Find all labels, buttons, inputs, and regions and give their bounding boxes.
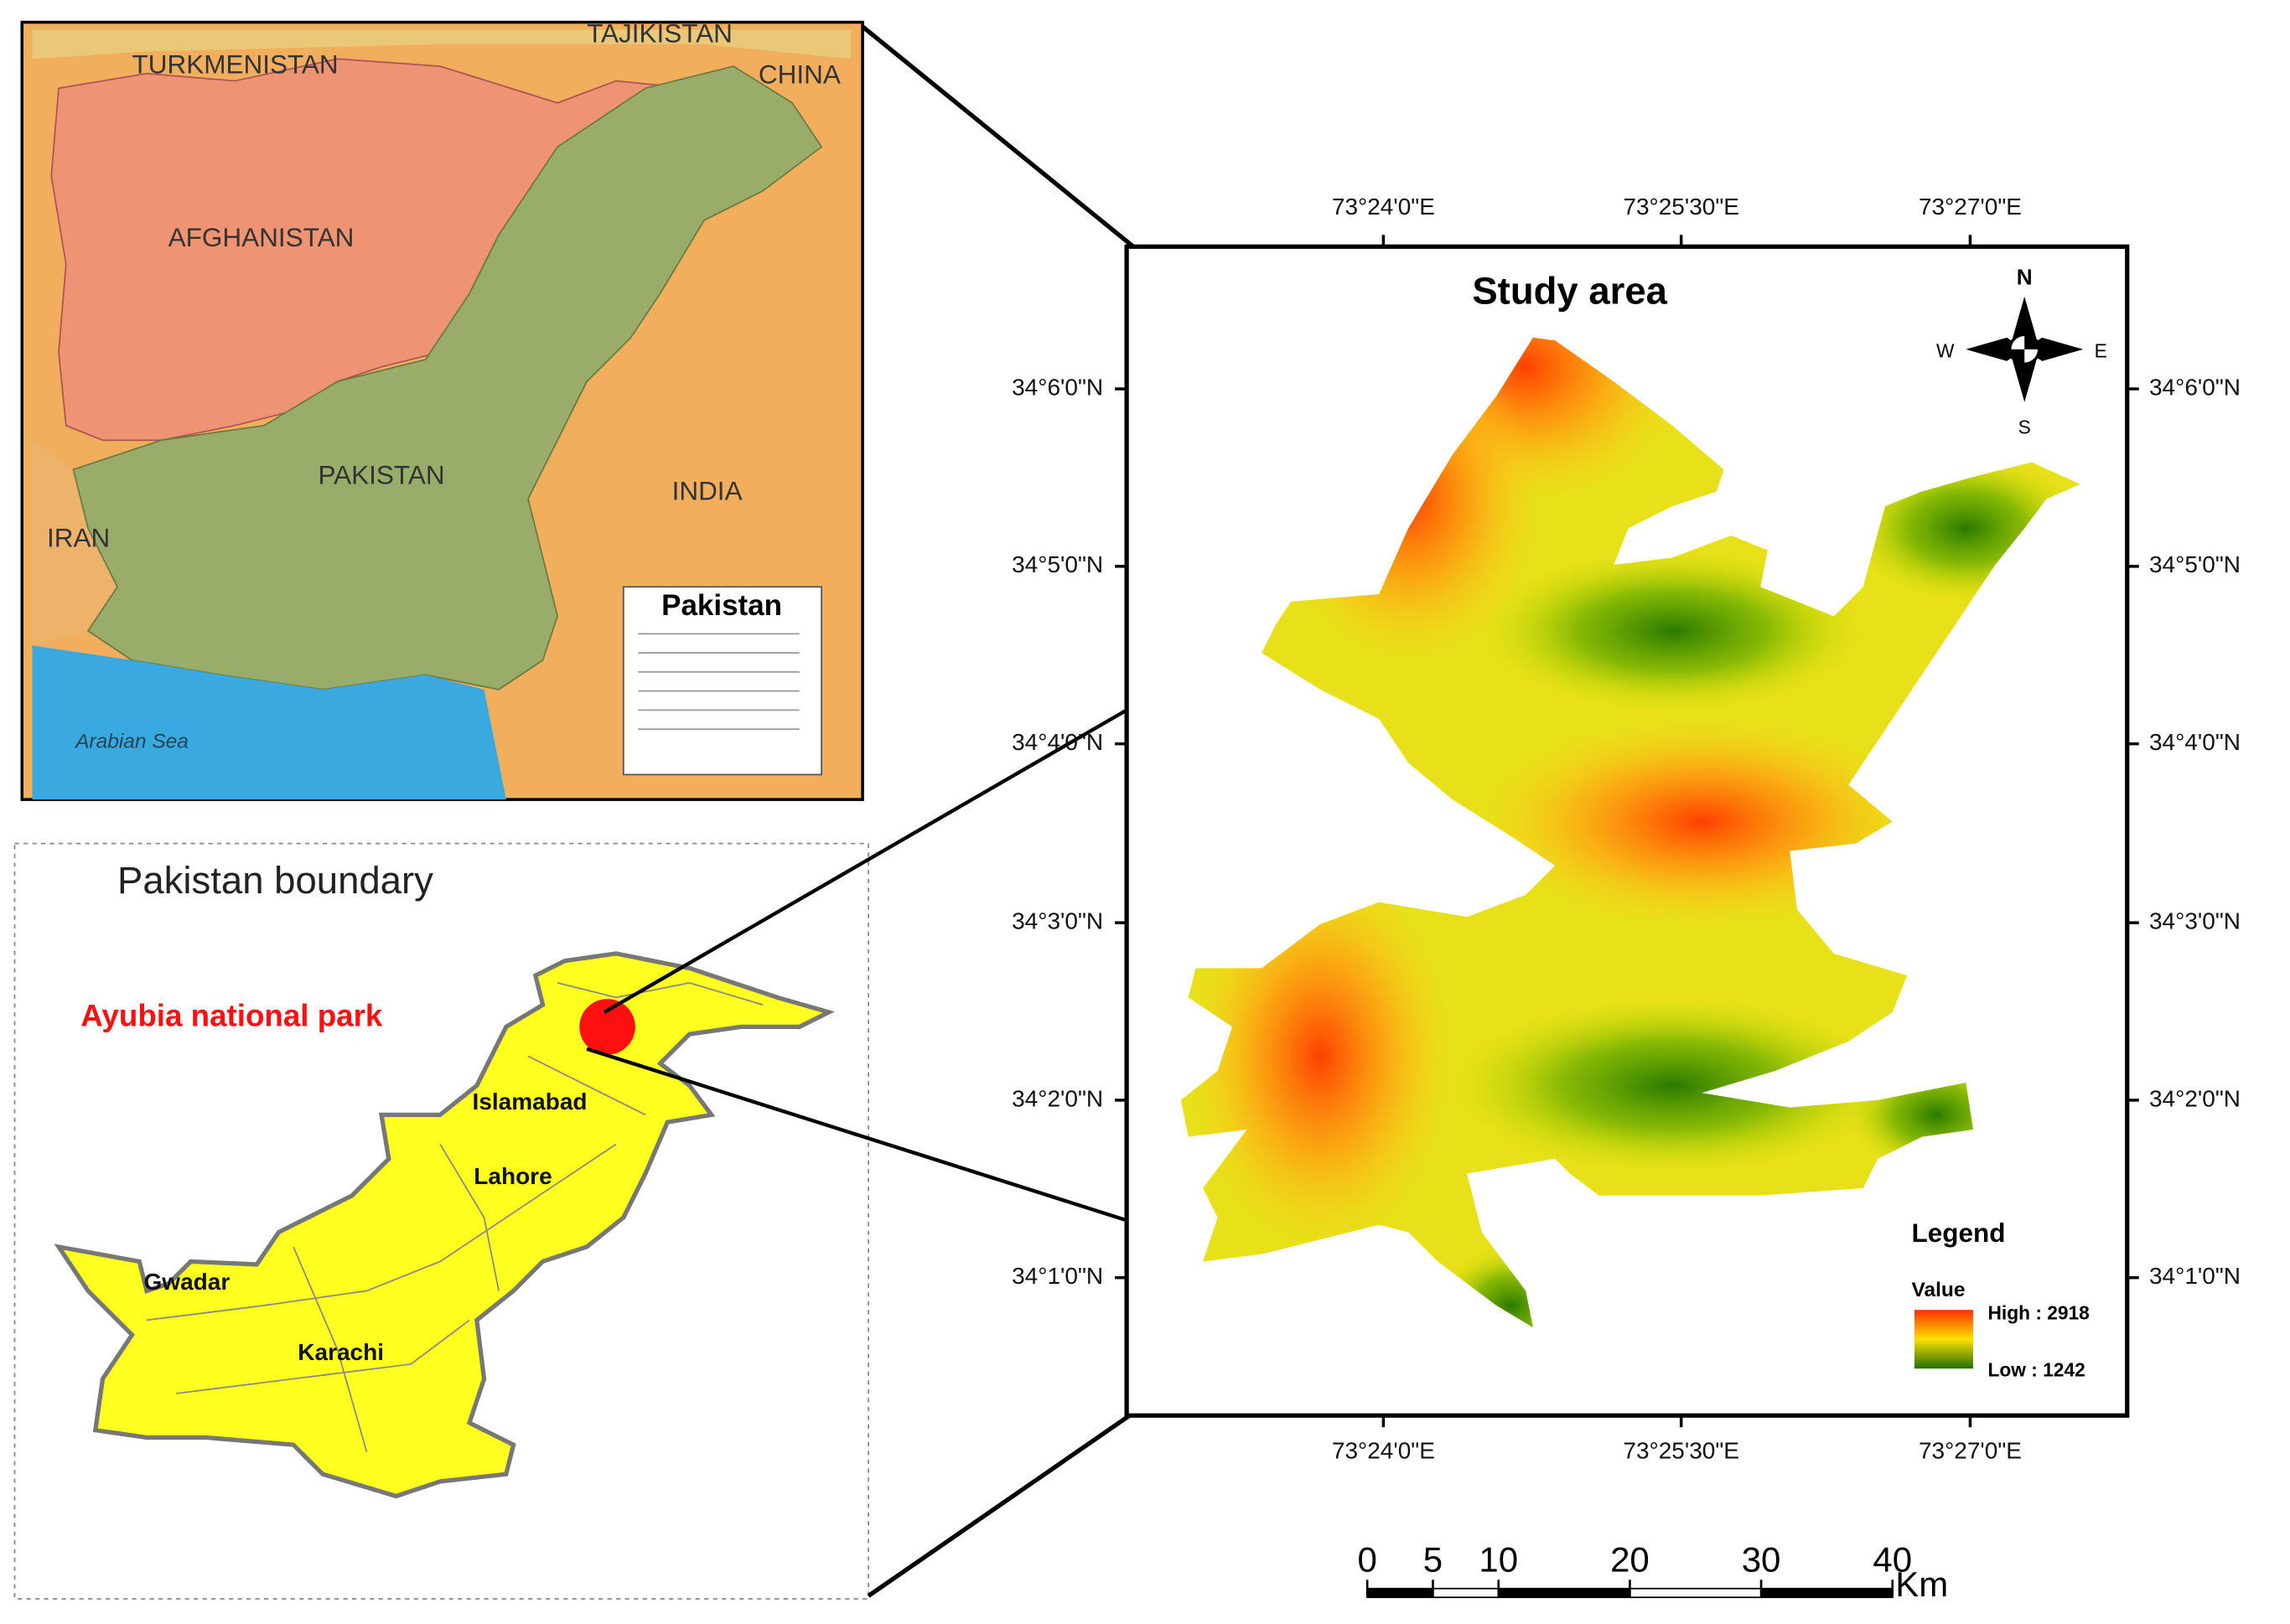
legend-low: Low : 1242	[1987, 1359, 2085, 1381]
scale-unit: Km	[1895, 1565, 1948, 1604]
legend-subtitle: Value	[1911, 1279, 1965, 1301]
lat-label: 34°1'0"N	[2149, 1263, 2241, 1289]
lat-label: 34°3'0"N	[1012, 908, 1103, 934]
lat-label: 34°3'0"N	[2149, 908, 2241, 934]
city-label: Gwadar	[144, 1269, 231, 1295]
lat-label: 34°4'0"N	[1012, 729, 1103, 755]
legend-title: Legend	[1911, 1218, 2005, 1248]
country-label: IRAN	[47, 523, 110, 553]
legend-high: High : 2918	[1987, 1301, 2089, 1323]
lat-label: 34°5'0"N	[1012, 551, 1103, 577]
scale-label: 20	[1610, 1539, 1650, 1579]
boundary-map: Pakistan boundary Ayubia national park I…	[13, 842, 869, 1600]
compass-label: E	[2095, 339, 2107, 361]
iran	[32, 440, 118, 646]
scale-segment	[1366, 1587, 1434, 1599]
compass-label: N	[2017, 265, 2033, 290]
lat-label: 34°4'0"N	[2149, 729, 2241, 755]
scale-segment	[1629, 1587, 1762, 1599]
lon-label: 73°25'30"E	[1623, 1437, 1739, 1463]
city-label: Karachi	[298, 1339, 384, 1365]
scale-segment	[1497, 1587, 1631, 1599]
country-label: PAKISTAN	[318, 459, 444, 489]
scale-label: 5	[1423, 1539, 1443, 1579]
lat-label: 34°6'0"N	[2149, 374, 2241, 400]
inset-legend	[622, 586, 822, 776]
pakistan-districts	[54, 951, 836, 1499]
scale-segment	[1432, 1587, 1500, 1599]
scale-label: 0	[1357, 1539, 1376, 1579]
compass-label: W	[1936, 339, 1955, 361]
lon-label: 73°24'0"E	[1332, 194, 1435, 220]
lat-label: 34°1'0"N	[1012, 1263, 1103, 1289]
country-label: TAJIKISTAN	[587, 18, 733, 49]
scale-label: 40	[1873, 1539, 1912, 1579]
lon-label: 73°27'0"E	[1919, 1437, 2022, 1463]
sea	[32, 645, 506, 800]
graticule-labels: 73°24'0"E 73°24'0"E 73°25'30"E 73°25'30"E 73…	[1012, 194, 2241, 1463]
park-marker	[579, 999, 635, 1055]
legend-ramp	[1914, 1310, 1973, 1369]
study-title: Study area	[1472, 269, 1667, 312]
scale-label: 30	[1742, 1539, 1781, 1579]
country-label: INDIA	[672, 476, 743, 506]
country-label: CHINA	[759, 59, 841, 90]
compass: N S E W	[1936, 265, 2107, 438]
inset-map: Pakistan TURKMENISTAN TAJIKISTAN CHINA A…	[20, 18, 864, 801]
inset-legend-lines	[638, 633, 800, 730]
boundary-title: Pakistan boundary	[117, 859, 433, 902]
north-countries	[32, 29, 852, 59]
graticule-ticks	[1115, 235, 2139, 1428]
compass-label: S	[2018, 416, 2031, 437]
sea-label: Arabian Sea	[74, 730, 189, 753]
lon-label: 73°25'30"E	[1623, 194, 1739, 220]
pakistan	[72, 65, 823, 690]
country-label: AFGHANISTAN	[168, 222, 355, 252]
lat-label: 34°6'0"N	[1012, 374, 1103, 400]
country-label: TURKMENISTAN	[132, 49, 339, 79]
scale-label: 10	[1479, 1539, 1518, 1579]
dem-legend: Legend Value High : 2918 Low : 1242	[1911, 1218, 2089, 1380]
park-label: Ayubia national park	[80, 999, 383, 1033]
district-lines	[146, 981, 764, 1453]
scale-segment	[1760, 1587, 1894, 1599]
study-area: Study area 73°24'0"E73°24'0"E73°25'30"E7…	[1012, 194, 2241, 1463]
lat-label: 34°5'0"N	[2149, 551, 2241, 577]
lon-label: 73°24'0"E	[1332, 1437, 1435, 1463]
inset-legend-title: Pakistan	[661, 589, 782, 622]
lon-label: 73°27'0"E	[1919, 194, 2022, 220]
city-label: Lahore	[474, 1163, 552, 1189]
lat-label: 34°2'0"N	[1012, 1085, 1103, 1111]
lat-label: 34°2'0"N	[2149, 1085, 2241, 1111]
city-label: Islamabad	[473, 1089, 588, 1115]
